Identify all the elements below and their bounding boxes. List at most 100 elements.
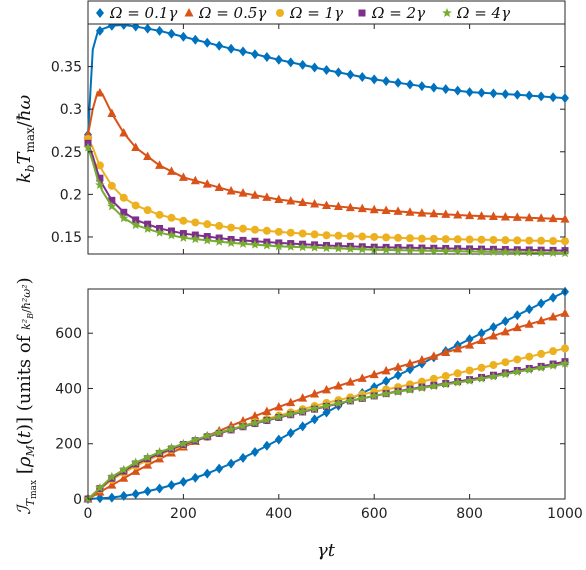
top-point-0p1-22	[346, 69, 355, 80]
top-ylabel: kbTmax/ħω	[14, 95, 37, 184]
bottom-xtick-label: 400	[265, 506, 292, 522]
top-point-1-20	[322, 231, 331, 240]
bottom-point-0p1-4	[131, 489, 140, 500]
top-point-0p1-28	[417, 81, 426, 92]
bottom-ytick-label: 200	[55, 437, 82, 453]
bottom-point-1-35	[501, 358, 510, 367]
bottom-point-0p5-34	[488, 330, 498, 340]
bottom-point-0p5-16	[274, 401, 284, 411]
top-point-0p1-5	[143, 23, 152, 34]
top-point-0p1-27	[405, 79, 414, 90]
bottom-point-0p5-26	[393, 362, 403, 371]
top-series-4	[83, 142, 570, 258]
bottom-point-4-24	[369, 390, 379, 400]
top-point-0p5-39	[548, 213, 558, 223]
legend-item-4: Ω = 4γ	[442, 4, 510, 22]
bottom-point-4-8	[178, 438, 189, 448]
bottom-point-0p5-29	[429, 351, 439, 360]
bottom-point-0p1-34	[489, 322, 498, 333]
bottom-panel: 0 200 400 600 0 200 400 600 800 1000 ℐTmax [ρM(t…	[14, 277, 583, 561]
top-point-4-29	[429, 245, 439, 255]
top-point-0p5-33	[477, 211, 487, 220]
legend-item-2: Ω = 2γ	[358, 4, 425, 22]
top-point-0p5-28	[417, 208, 427, 217]
top-point-4-6	[154, 227, 165, 237]
top-point-0p5-10	[202, 179, 212, 188]
top-point-4-11	[214, 236, 224, 246]
top-point-0p5-8	[178, 172, 188, 181]
top-series-1	[84, 135, 569, 246]
bottom-ytick-label: 0	[73, 492, 82, 508]
top-panel: 0.15 0.2 0.25 0.3 0.35 kbTmax/ħω	[14, 19, 570, 258]
top-point-0p5-36	[512, 212, 522, 221]
top-point-0p1-23	[358, 72, 367, 83]
top-point-2-4	[132, 216, 140, 224]
bottom-point-4-3	[119, 464, 129, 474]
bottom-point-4-36	[512, 366, 523, 376]
top-point-4-9	[190, 234, 201, 244]
top-ytick-label: 0.15	[51, 230, 82, 246]
top-point-1-5	[143, 206, 152, 215]
bottom-point-4-5	[142, 452, 153, 462]
top-series-0p5	[83, 88, 570, 223]
top-point-4-34	[488, 246, 499, 256]
top-marks	[83, 19, 570, 258]
top-point-0p1-26	[394, 77, 403, 88]
bottom-xtick-label: 200	[170, 506, 197, 522]
top-point-1-19	[310, 230, 319, 239]
bottom-point-0p5-30	[441, 347, 451, 357]
bottom-point-0p1-37	[525, 304, 534, 315]
bottom-point-0p1-14	[250, 447, 259, 458]
top-point-0p5-30	[441, 209, 451, 218]
bottom-point-0p1-17	[286, 427, 295, 438]
top-point-0p1-9	[191, 34, 200, 45]
bottom-point-0p5-32	[465, 340, 475, 349]
top-point-4-30	[440, 246, 451, 256]
top-ytick-label: 0.3	[60, 102, 82, 118]
top-point-4-27	[405, 245, 415, 255]
top-point-1-13	[239, 224, 248, 233]
top-point-0p5-35	[500, 211, 510, 221]
top-point-0p5-1	[95, 88, 105, 97]
top-point-4-35	[500, 247, 511, 257]
bottom-point-1-38	[537, 349, 546, 358]
legend-box	[87, 0, 566, 25]
bottom-point-4-13	[238, 421, 248, 431]
top-point-4-22	[345, 243, 356, 253]
bottom-point-4-26	[393, 386, 403, 396]
bottom-point-0p5-3	[119, 473, 129, 482]
bottom-point-0p1-9	[191, 472, 200, 483]
top-point-0p5-37	[524, 212, 534, 222]
top-point-0p5-3	[119, 128, 129, 137]
top-point-0p1-20	[322, 65, 331, 75]
bottom-point-0p5-40	[560, 308, 570, 317]
legend-marker-1	[276, 9, 284, 17]
bottom-point-0p1-2	[107, 492, 116, 503]
bottom-point-1-28	[417, 377, 426, 386]
bottom-point-1-29	[429, 374, 438, 383]
top-point-1-38	[537, 236, 546, 245]
top-point-0p1-14	[250, 49, 259, 60]
top-point-1-40	[561, 237, 569, 246]
top-point-1-36	[513, 236, 522, 245]
top-ytick-label: 0.35	[51, 60, 82, 76]
top-point-0p5-15	[262, 192, 272, 201]
top-point-0p5-17	[286, 195, 296, 205]
bottom-point-0p5-13	[238, 415, 248, 425]
top-point-1-33	[477, 235, 486, 244]
top-point-1-37	[525, 236, 534, 245]
legend: Ω = 0.1γ Ω = 0.5γ Ω = 1γ Ω = 2γ Ω = 4γ	[87, 0, 566, 25]
bottom-point-4-31	[452, 377, 463, 387]
top-point-1-18	[298, 229, 307, 238]
top-point-4-38	[536, 247, 546, 257]
top-point-0p1-37	[525, 90, 534, 101]
bottom-point-0p5-39	[548, 312, 558, 321]
top-point-4-5	[142, 223, 153, 233]
bottom-point-1-33	[477, 363, 486, 372]
bottom-point-0p5-22	[345, 377, 355, 386]
bottom-point-0p5-14	[250, 411, 260, 420]
top-point-1-6	[155, 210, 164, 219]
top-y-ticks: 0.15 0.2 0.25 0.3 0.35	[51, 24, 566, 254]
bottom-point-1-32	[465, 366, 474, 375]
